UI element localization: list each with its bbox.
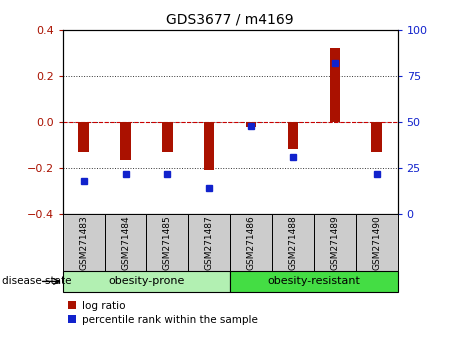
Bar bbox=[246, 122, 256, 127]
Bar bbox=[63, 271, 230, 292]
Bar bbox=[230, 214, 272, 271]
Bar bbox=[372, 122, 382, 152]
Text: GSM271486: GSM271486 bbox=[246, 215, 256, 270]
Bar bbox=[146, 214, 188, 271]
Text: GSM271488: GSM271488 bbox=[288, 215, 298, 270]
Bar bbox=[162, 122, 173, 152]
Text: GSM271483: GSM271483 bbox=[79, 215, 88, 270]
Text: GSM271485: GSM271485 bbox=[163, 215, 172, 270]
Text: GSM271490: GSM271490 bbox=[372, 215, 381, 270]
Text: GSM271487: GSM271487 bbox=[205, 215, 214, 270]
Bar bbox=[356, 214, 398, 271]
Bar bbox=[330, 48, 340, 122]
Bar bbox=[272, 214, 314, 271]
Text: GSM271484: GSM271484 bbox=[121, 215, 130, 270]
Legend: log ratio, percentile rank within the sample: log ratio, percentile rank within the sa… bbox=[68, 301, 258, 325]
Bar bbox=[230, 271, 398, 292]
Text: disease state: disease state bbox=[2, 276, 72, 286]
Bar bbox=[63, 214, 105, 271]
Text: obesity-resistant: obesity-resistant bbox=[267, 276, 360, 286]
Bar bbox=[79, 122, 89, 152]
Bar bbox=[188, 214, 230, 271]
Bar bbox=[120, 122, 131, 160]
Text: obesity-prone: obesity-prone bbox=[108, 276, 185, 286]
Bar bbox=[314, 214, 356, 271]
Title: GDS3677 / m4169: GDS3677 / m4169 bbox=[166, 12, 294, 26]
Text: GSM271489: GSM271489 bbox=[330, 215, 339, 270]
Bar bbox=[288, 122, 298, 149]
Bar bbox=[204, 122, 214, 170]
Bar bbox=[105, 214, 146, 271]
